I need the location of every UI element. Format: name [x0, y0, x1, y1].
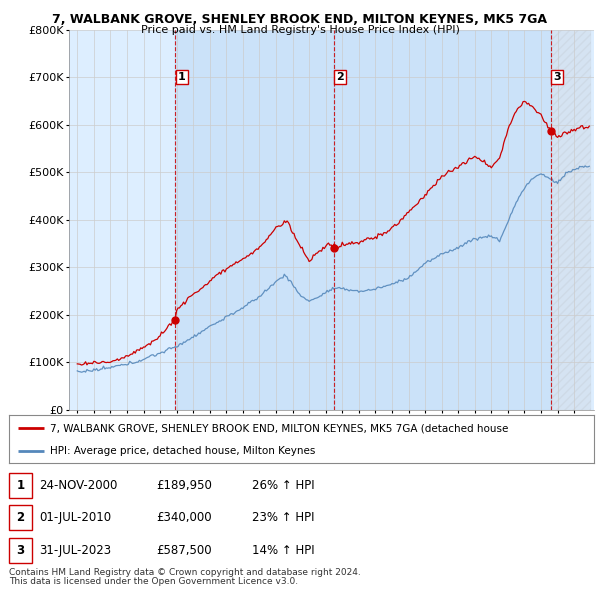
Text: 23% ↑ HPI: 23% ↑ HPI [252, 511, 314, 525]
Text: Contains HM Land Registry data © Crown copyright and database right 2024.: Contains HM Land Registry data © Crown c… [9, 568, 361, 576]
Bar [551, 30, 590, 410]
Text: HPI: Average price, detached house, Milton Keynes: HPI: Average price, detached house, Milt… [50, 446, 316, 456]
Text: 2: 2 [337, 72, 344, 82]
Text: 3: 3 [553, 72, 561, 82]
Text: 26% ↑ HPI: 26% ↑ HPI [252, 478, 314, 492]
Text: £587,500: £587,500 [156, 543, 212, 557]
Text: 3: 3 [16, 543, 25, 557]
Text: Price paid vs. HM Land Registry's House Price Index (HPI): Price paid vs. HM Land Registry's House … [140, 25, 460, 35]
Text: £340,000: £340,000 [156, 511, 212, 525]
Text: 7, WALBANK GROVE, SHENLEY BROOK END, MILTON KEYNES, MK5 7GA (detached house: 7, WALBANK GROVE, SHENLEY BROOK END, MIL… [50, 423, 508, 433]
Text: £189,950: £189,950 [156, 478, 212, 492]
Text: 14% ↑ HPI: 14% ↑ HPI [252, 543, 314, 557]
Text: 01-JUL-2010: 01-JUL-2010 [39, 511, 111, 525]
Text: 7, WALBANK GROVE, SHENLEY BROOK END, MILTON KEYNES, MK5 7GA: 7, WALBANK GROVE, SHENLEY BROOK END, MIL… [53, 13, 548, 26]
Text: 1: 1 [16, 478, 25, 492]
Text: 24-NOV-2000: 24-NOV-2000 [39, 478, 118, 492]
Text: 1: 1 [178, 72, 185, 82]
Text: This data is licensed under the Open Government Licence v3.0.: This data is licensed under the Open Gov… [9, 577, 298, 586]
Bar [175, 30, 334, 410]
Text: 2: 2 [16, 511, 25, 525]
Bar [334, 30, 551, 410]
Text: 31-JUL-2023: 31-JUL-2023 [39, 543, 111, 557]
